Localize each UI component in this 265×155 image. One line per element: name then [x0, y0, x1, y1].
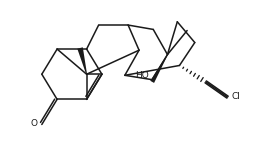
Text: HO: HO [135, 71, 149, 80]
Polygon shape [150, 54, 168, 83]
Text: Cl: Cl [232, 92, 240, 101]
Text: O: O [30, 119, 37, 128]
Polygon shape [77, 47, 87, 74]
